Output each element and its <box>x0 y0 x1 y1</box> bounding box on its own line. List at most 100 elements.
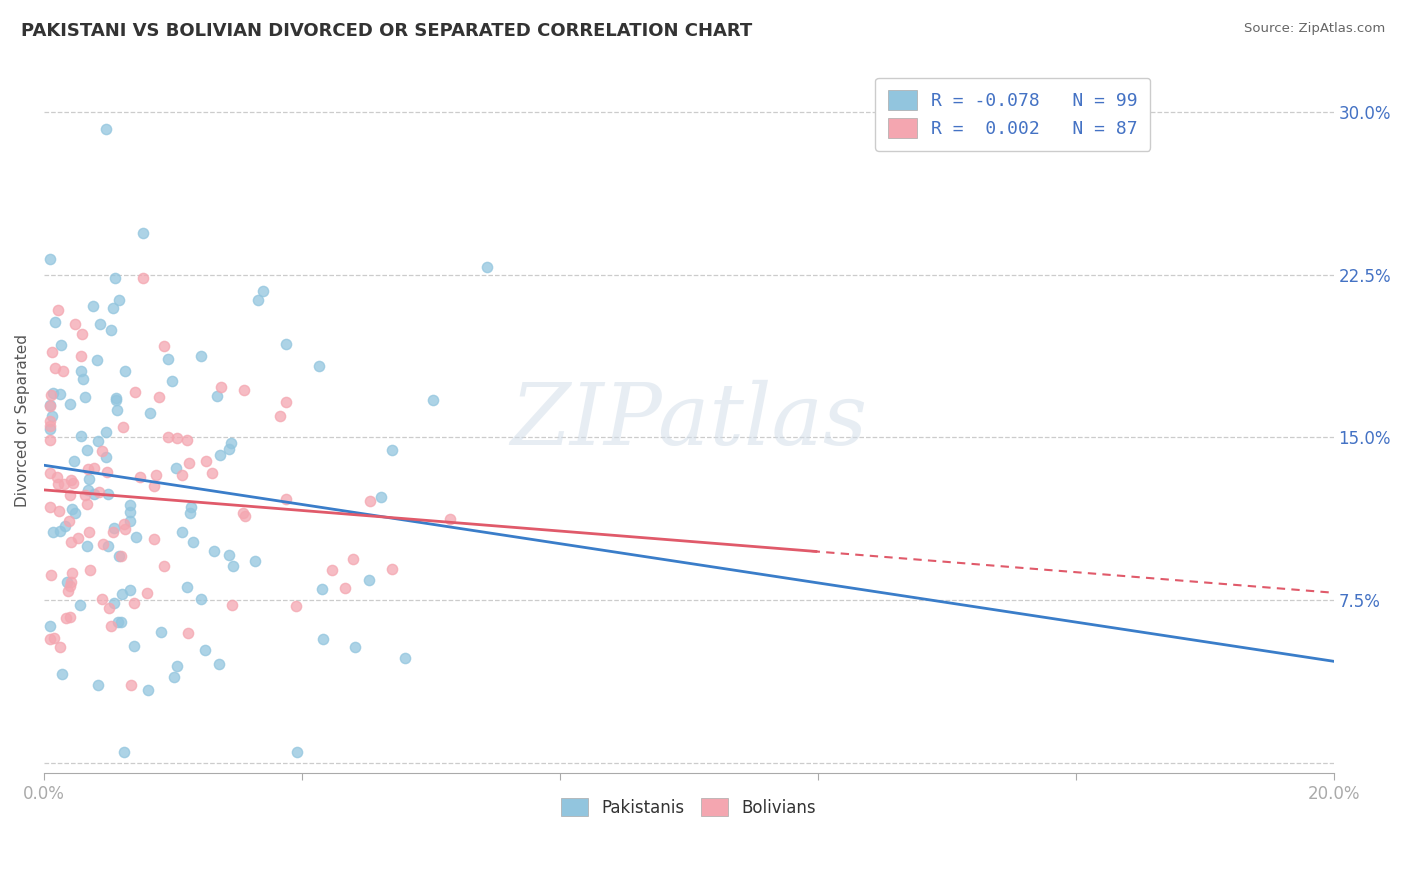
Point <box>107 615 129 629</box>
Point <box>59 397 82 411</box>
Point <box>243 554 266 568</box>
Legend: Pakistanis, Bolivians: Pakistanis, Bolivians <box>553 789 824 825</box>
Text: ZIPatlas: ZIPatlas <box>510 380 868 462</box>
Point <box>118 498 141 512</box>
Point <box>111 586 134 600</box>
Point <box>201 466 224 480</box>
Point <box>276 492 298 507</box>
Point <box>166 658 188 673</box>
Point <box>110 549 132 563</box>
Point <box>79 563 101 577</box>
Point <box>143 532 166 546</box>
Point <box>103 521 125 535</box>
Point <box>218 442 240 457</box>
Point <box>39 418 62 433</box>
Point <box>342 552 364 566</box>
Point <box>60 566 83 581</box>
Point <box>148 390 170 404</box>
Point <box>118 505 141 519</box>
Point <box>51 666 73 681</box>
Point <box>176 434 198 448</box>
Point <box>194 454 217 468</box>
Y-axis label: Divorced or Separated: Divorced or Separated <box>15 334 30 508</box>
Point <box>163 670 186 684</box>
Point <box>233 383 256 397</box>
Point <box>105 391 128 405</box>
Point <box>100 323 122 337</box>
Point <box>41 385 63 400</box>
Point <box>101 301 124 315</box>
Point <box>76 462 98 476</box>
Point <box>76 497 98 511</box>
Point <box>60 575 83 590</box>
Point <box>39 400 62 414</box>
Point <box>75 390 97 404</box>
Point <box>46 302 69 317</box>
Point <box>76 483 98 497</box>
Point <box>179 456 201 470</box>
Point <box>39 632 62 646</box>
Point <box>153 339 176 353</box>
Point <box>179 506 201 520</box>
Point <box>83 487 105 501</box>
Point <box>208 448 231 462</box>
Point <box>143 478 166 492</box>
Point <box>56 575 79 590</box>
Point <box>44 315 66 329</box>
Point <box>131 227 153 241</box>
Point <box>49 338 72 352</box>
Point <box>246 293 269 307</box>
Point <box>157 352 180 367</box>
Point <box>359 493 381 508</box>
Point <box>60 474 83 488</box>
Point <box>274 337 297 351</box>
Point <box>149 624 172 639</box>
Point <box>190 592 212 607</box>
Point <box>475 260 498 275</box>
Point <box>180 500 202 514</box>
Point <box>274 394 297 409</box>
Point <box>76 443 98 458</box>
Point <box>176 580 198 594</box>
Point <box>53 477 76 491</box>
Point <box>132 271 155 285</box>
Point <box>77 524 100 539</box>
Point <box>108 293 131 308</box>
Point <box>59 579 82 593</box>
Point <box>333 582 356 596</box>
Text: Source: ZipAtlas.com: Source: ZipAtlas.com <box>1244 22 1385 36</box>
Point <box>112 745 135 759</box>
Point <box>41 409 63 423</box>
Point <box>91 537 114 551</box>
Point <box>381 562 404 576</box>
Point <box>233 509 256 524</box>
Point <box>39 500 62 514</box>
Point <box>46 469 69 483</box>
Point <box>120 514 142 528</box>
Point <box>56 584 79 599</box>
Point <box>49 524 72 538</box>
Point <box>124 384 146 399</box>
Point <box>321 563 343 577</box>
Point <box>60 502 83 516</box>
Point <box>205 389 228 403</box>
Point <box>94 450 117 464</box>
Point <box>153 558 176 573</box>
Point <box>194 643 217 657</box>
Point <box>52 364 75 378</box>
Point <box>42 631 65 645</box>
Point <box>39 618 62 632</box>
Point <box>139 406 162 420</box>
Point <box>82 299 104 313</box>
Point <box>208 657 231 671</box>
Point <box>103 596 125 610</box>
Point <box>100 618 122 632</box>
Point <box>285 745 308 759</box>
Point <box>91 592 114 607</box>
Point <box>44 360 66 375</box>
Point <box>136 586 159 600</box>
Point <box>42 525 65 540</box>
Point <box>312 632 335 646</box>
Point <box>79 472 101 486</box>
Point <box>96 465 118 479</box>
